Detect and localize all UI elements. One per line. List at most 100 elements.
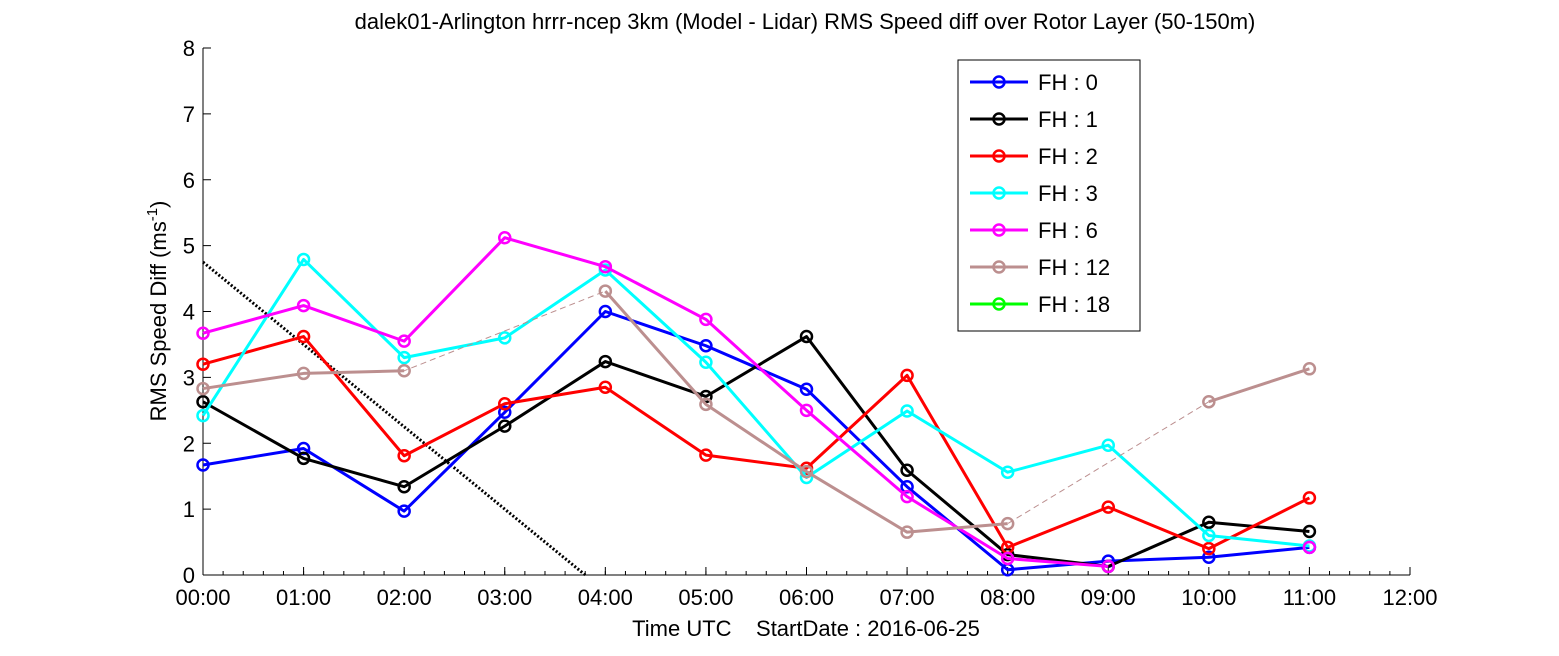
series-line <box>604 290 1008 534</box>
data-point <box>900 404 914 418</box>
x-tick-label: 00:00 <box>175 585 230 610</box>
legend-entry-label: FH : 6 <box>1038 218 1098 243</box>
y-tick-label: 6 <box>183 168 195 193</box>
y-tick-label: 7 <box>183 102 195 127</box>
data-point <box>498 331 512 345</box>
data-point <box>196 381 210 396</box>
y-tick-label: 2 <box>183 431 195 456</box>
series-layer <box>196 230 1317 577</box>
data-point <box>397 334 411 348</box>
data-point <box>296 329 311 344</box>
x-tick-label: 12:00 <box>1382 585 1437 610</box>
x-tick-label: 01:00 <box>276 585 331 610</box>
legend: FH : 0 FH : 1 FH : 2 FH : 3 FH : 6 FH : 12 FH … <box>957 59 1141 332</box>
data-point <box>900 463 914 478</box>
data-point <box>498 405 512 420</box>
data-point <box>598 354 613 369</box>
data-point <box>799 403 814 418</box>
data-point <box>1202 541 1216 556</box>
data-point <box>296 366 311 381</box>
data-point <box>598 380 613 395</box>
legend-entry-label: FH : 12 <box>1038 255 1110 280</box>
data-point <box>196 394 210 409</box>
y-tick-label: 0 <box>183 563 195 588</box>
data-point <box>1101 559 1115 574</box>
y-axis-label: RMS Speed Diff (ms-1) <box>144 201 171 422</box>
y-axis-label-close: ) <box>146 201 171 208</box>
series-6 <box>196 284 1317 539</box>
y-tick-label: 3 <box>183 365 195 390</box>
data-point <box>799 464 814 479</box>
legend-swatch-marker <box>992 223 1006 237</box>
x-axis-ticks: 00:00 01:00 02:00 03:00 04:00 05:00 06:00 07:00… <box>175 567 1438 610</box>
data-point <box>598 304 613 319</box>
plot-area <box>203 48 1410 575</box>
data-point <box>1101 500 1115 514</box>
legend-swatch-marker <box>992 75 1006 89</box>
data-point <box>699 355 713 369</box>
data-point <box>1202 528 1216 543</box>
data-point <box>699 339 713 353</box>
series-line <box>202 369 405 391</box>
y-tick-label: 5 <box>183 234 195 259</box>
x-tick-label: 09:00 <box>1081 585 1136 610</box>
x-tick-label: 02:00 <box>377 585 432 610</box>
x-tick-label: 06:00 <box>779 585 834 610</box>
data-point <box>1302 491 1317 505</box>
legend-entry-label: FH : 1 <box>1038 107 1098 132</box>
y-axis-ticks: 0 1 2 3 4 5 6 7 8 <box>183 36 211 588</box>
legend-swatch-marker <box>992 297 1006 311</box>
legend-swatch-marker <box>992 260 1006 274</box>
x-tick-label: 10:00 <box>1181 585 1236 610</box>
data-point <box>498 419 512 433</box>
y-axis-label-main: RMS Speed Diff (ms <box>146 221 171 421</box>
data-point <box>397 479 411 494</box>
x-axis-label: Time UTC StartDate : 2016-06-25 <box>632 616 980 641</box>
data-point <box>397 449 411 463</box>
x-tick-label: 05:00 <box>678 585 733 610</box>
x-tick-label: 07:00 <box>880 585 935 610</box>
data-point <box>196 357 210 371</box>
data-point <box>900 525 914 539</box>
data-point <box>1302 540 1317 555</box>
data-point <box>598 259 613 274</box>
data-point <box>699 448 713 462</box>
data-point <box>1202 394 1216 409</box>
data-point <box>397 504 411 518</box>
data-point <box>900 489 914 504</box>
series-4 <box>196 252 1317 553</box>
y-axis-label-superscript: -1 <box>144 208 161 221</box>
legend-entry-label: FH : 3 <box>1038 181 1098 206</box>
data-point <box>498 396 512 411</box>
data-point <box>1202 550 1216 564</box>
data-point <box>699 312 713 327</box>
data-point <box>296 252 311 267</box>
x-tick-label: 03:00 <box>477 585 532 610</box>
data-point <box>397 350 411 365</box>
legend-swatch-marker <box>992 149 1006 163</box>
data-point <box>397 364 411 378</box>
data-point <box>1101 438 1115 452</box>
legend-entry-label: FH : 2 <box>1038 144 1098 169</box>
data-point <box>196 458 210 472</box>
data-point <box>196 326 210 340</box>
data-point <box>598 284 613 298</box>
data-point <box>1302 524 1317 539</box>
x-tick-label: 11:00 <box>1283 585 1336 610</box>
legend-box <box>957 59 1141 332</box>
y-tick-label: 1 <box>183 497 195 522</box>
data-point <box>1302 362 1317 376</box>
legend-entry-label: FH : 0 <box>1038 70 1098 95</box>
data-point <box>1000 551 1015 566</box>
series-line <box>201 257 1310 548</box>
legend-swatch-marker <box>992 186 1006 200</box>
series-line <box>202 335 1311 551</box>
data-point <box>296 451 311 466</box>
data-point <box>296 298 311 313</box>
data-point <box>196 408 210 423</box>
x-tick-label: 04:00 <box>578 585 633 610</box>
data-point <box>1202 515 1216 530</box>
series-line <box>1208 367 1310 404</box>
legend-entry-label: FH : 18 <box>1038 292 1110 317</box>
